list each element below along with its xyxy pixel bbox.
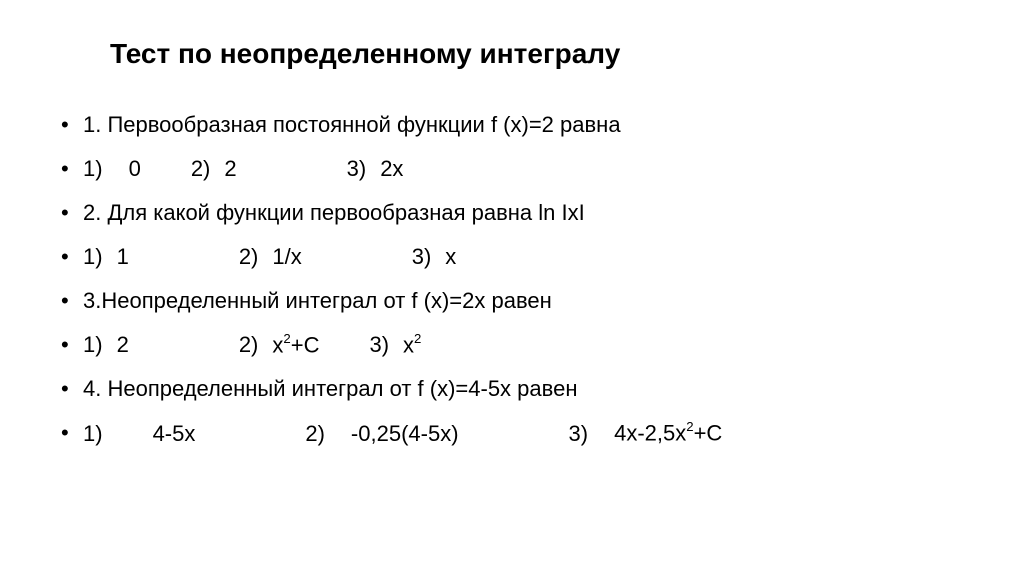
option-4-1-value: 4-5x <box>153 421 196 447</box>
option-2-3-prefix: 3) <box>412 244 432 270</box>
option-3-3-value: x2 <box>403 332 421 358</box>
option-2-1-value: 1 <box>117 244 129 270</box>
question-2-text: 2. Для какой функции первообразная равна… <box>55 200 969 226</box>
page-title: Тест по неопределенному интегралу <box>110 38 969 70</box>
option-3-2-post: +C <box>291 332 320 357</box>
option-3-3-prefix: 3) <box>369 332 389 358</box>
option-3-1-value: 2 <box>117 332 129 358</box>
option-3-2-sup: 2 <box>283 331 290 346</box>
option-4-3-post: +C <box>694 421 723 446</box>
option-4-3-sup: 2 <box>686 419 693 434</box>
question-3-options: 1)22)x2+C3)x2 <box>55 332 969 358</box>
option-1-1-value: 0 <box>129 156 141 182</box>
question-1-text: 1. Первообразная постоянной функции f (x… <box>55 112 969 138</box>
question-1-options: 1) 0 2) 2 3) 2х <box>55 156 969 182</box>
option-3-1-prefix: 1) <box>83 332 103 358</box>
option-3-3-pre: x <box>403 332 414 357</box>
question-3-text: 3.Неопределенный интеграл от f (x)=2x ра… <box>55 288 969 314</box>
option-2-1-prefix: 1) <box>83 244 103 270</box>
question-4-options: 1) 4-5x 2) -0,25(4-5x) 3) 4x-2,5x2+C <box>55 420 969 446</box>
option-1-2-prefix: 2) <box>191 156 211 182</box>
option-4-3-prefix: 3) <box>569 421 589 447</box>
question-2-options: 1) 1 2) 1/x 3) x <box>55 244 969 270</box>
option-2-2-prefix: 2) <box>239 244 259 270</box>
option-3-2-prefix: 2) <box>239 332 259 358</box>
option-3-2-value: x2+C <box>272 332 319 358</box>
option-1-3-prefix: 3) <box>347 156 367 182</box>
option-4-3-value: 4x-2,5x2+C <box>614 420 722 446</box>
option-4-2-prefix: 2) <box>305 421 325 447</box>
option-3-3-sup: 2 <box>414 331 421 346</box>
option-4-1-prefix: 1) <box>83 421 103 447</box>
option-3-2-pre: x <box>272 332 283 357</box>
option-4-3-pre: 4x-2,5x <box>614 421 686 446</box>
question-list: 1. Первообразная постоянной функции f (x… <box>55 112 969 447</box>
option-1-1-prefix: 1) <box>83 156 103 182</box>
option-1-3-value: 2х <box>380 156 403 182</box>
option-2-3-value: x <box>445 244 456 270</box>
option-1-2-value: 2 <box>224 156 236 182</box>
option-2-2-value: 1/x <box>272 244 301 270</box>
question-4-text: 4. Неопределенный интеграл от f (x)=4-5x… <box>55 376 969 402</box>
option-4-2-value: -0,25(4-5x) <box>351 421 459 447</box>
